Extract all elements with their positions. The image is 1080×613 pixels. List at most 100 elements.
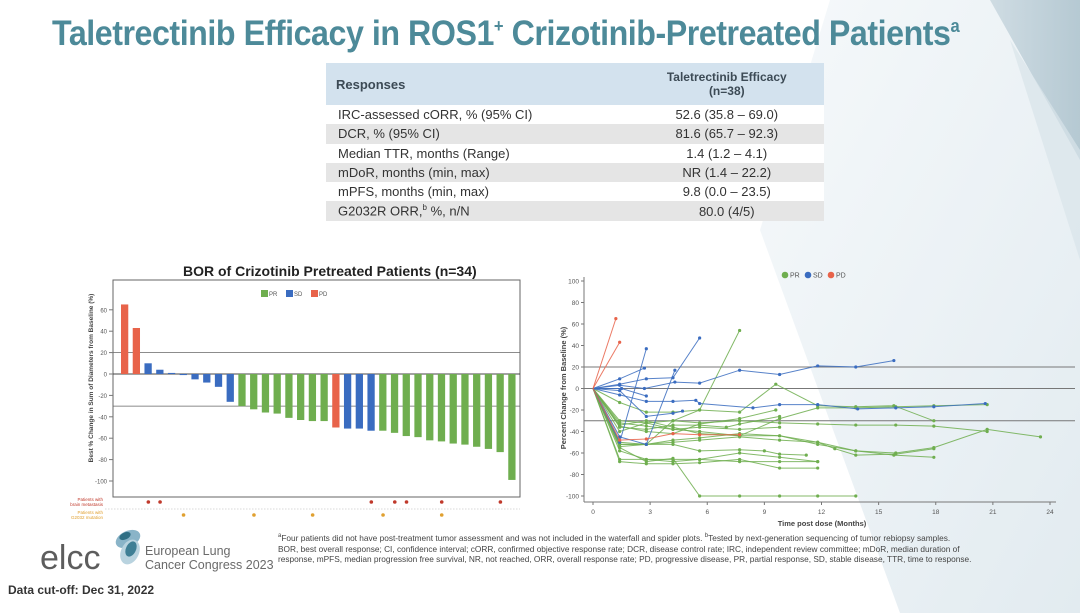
row-label: DCR, % (95% CI) [326,124,630,144]
spider-series-line-pr [592,388,988,437]
legend-label-pd: PD [319,292,328,298]
spider-data-point [618,377,622,381]
table-row: IRC-assessed cORR, % (95% CI) 52.6 (35.8 … [326,105,824,125]
spider-data-point [778,494,782,498]
spider-data-point [932,419,936,423]
spider-data-point [671,460,675,464]
spider-data-point [854,494,858,498]
spider-data-point [856,407,860,411]
waterfall-bar [156,369,164,374]
spider-data-point [644,427,648,431]
waterfall-bar [355,374,363,429]
waterfall-bar [226,374,234,402]
spider-data-point [698,408,702,412]
legend-swatch-pd [311,290,318,297]
spider-data-point [932,405,936,409]
spider-data-point [738,410,742,414]
spider-data-point [694,398,698,402]
spider-data-point [738,427,742,431]
legend-marker-pr [781,271,789,279]
spider-data-point [698,401,702,406]
spider-data-point [751,406,755,410]
waterfall-bar [449,374,457,444]
legend-label-pr: PR [790,273,800,280]
spider-data-point [778,372,782,377]
waterfall-bar [297,374,305,421]
x-tick-label: 0 [591,509,595,516]
table-row: mDoR, months (min, max) NR (1.4 – 22.2) [326,162,824,183]
spider-data-point [932,447,936,451]
spider-data-point [644,399,648,403]
spider-data-point [854,449,858,453]
spider-data-point [671,432,675,436]
spider-series-line-pd [592,388,740,441]
spider-data-point [644,419,648,423]
waterfall-bar [261,374,270,413]
patient-marker [392,500,397,504]
x-tick-label: 3 [648,509,652,516]
spider-series-line-pd [592,318,617,389]
waterfall-bar [343,374,352,429]
spider-series-line-sd [592,370,676,446]
waterfall-bar [214,374,223,387]
table-header-row: Responses Taletrectinib Efficacy (n=38) [326,63,824,105]
spider-data-point [778,417,782,421]
spider-data-point [932,424,936,428]
waterfall-bar [473,374,481,447]
congress-name: European Lung Cancer Congress 2023 [145,544,274,572]
spider-data-point [618,393,622,397]
x-tick-label: 21 [989,509,997,516]
spider-data-point [854,453,858,457]
spider-series-line-pr [592,388,988,432]
spider-data-point [698,457,702,462]
spider-data-point [738,433,742,437]
waterfall-bar [426,374,434,441]
spider-data-point [804,453,808,457]
waterfall-bar [496,374,504,453]
spider-data-point [698,336,702,340]
spider-data-point [673,380,677,384]
spider-data-point [618,438,622,442]
spider-data-point [618,460,622,464]
footnote-line-1: aFour patients did not have post-treatme… [278,532,951,543]
legend-label-sd: SD [294,292,303,298]
marker-row-label: Patients with [77,510,103,515]
spider-data-point [698,461,702,465]
x-tick-label: 18 [932,509,940,516]
spider-data-point [816,406,820,410]
spider-data-point [698,449,702,453]
spider-data-point [854,365,858,369]
logo-leaf-icon [125,541,137,557]
waterfall-bar [320,374,328,422]
x-tick-label: 12 [818,509,826,516]
elcc-logo: elcc [40,529,141,577]
elcc-logo-mark: elcc [40,539,100,577]
spider-data-point [698,494,702,498]
spider-data-point [644,414,648,419]
spider-data-point [778,460,782,464]
spider-data-point [778,421,782,425]
spider-data-point [644,462,648,466]
row-value: NR (1.4 – 22.2) [629,162,824,183]
waterfall-bar [367,374,375,431]
spider-data-point [671,438,675,442]
y-tick-label: 80 [572,300,580,307]
waterfall-bar [332,374,340,428]
waterfall-bar [484,374,493,449]
spider-data-point [778,455,782,459]
waterfall-bar [132,327,141,374]
spider-data-point [738,328,742,333]
spider-data-point [738,422,742,426]
y-tick-label: -100 [95,480,108,486]
patient-marker [369,500,374,504]
spider-data-point [642,366,647,370]
legend-label-pr: PR [269,292,278,298]
y-tick-label: -20 [98,394,107,400]
patient-marker [381,513,385,517]
waterfall-bar [179,374,187,376]
x-tick-label: 24 [1046,509,1054,516]
spider-data-point [816,460,820,464]
